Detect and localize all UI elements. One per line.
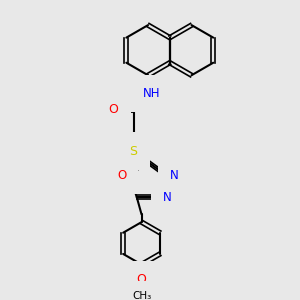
Text: CH₃: CH₃ bbox=[132, 291, 151, 300]
Text: O: O bbox=[108, 103, 118, 116]
Text: O: O bbox=[117, 169, 127, 182]
Text: O: O bbox=[136, 274, 146, 286]
Text: S: S bbox=[130, 145, 138, 158]
Text: N: N bbox=[170, 169, 178, 182]
Text: N: N bbox=[163, 190, 172, 203]
Text: NH: NH bbox=[143, 87, 161, 100]
